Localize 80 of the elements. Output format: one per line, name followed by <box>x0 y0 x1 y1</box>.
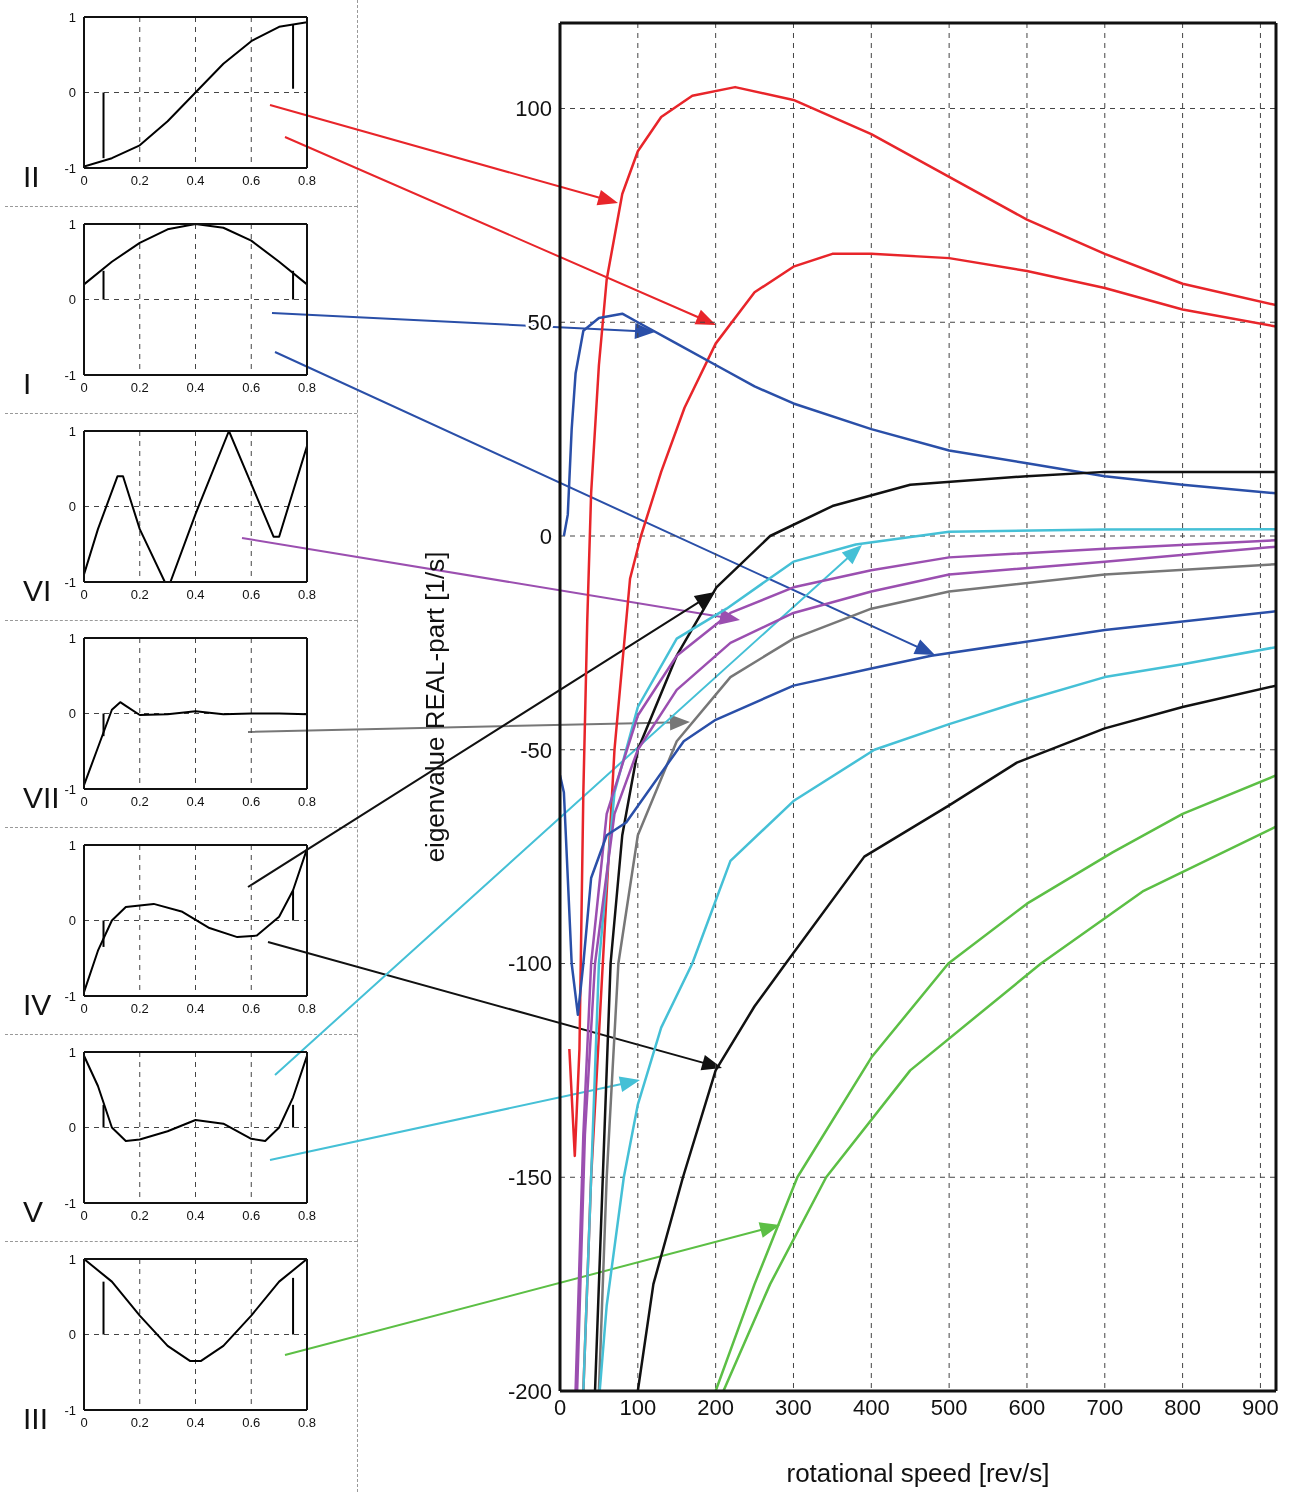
x-axis-title: rotational speed [rev/s] <box>786 1458 1050 1488</box>
x-tick-label: 0.4 <box>186 794 205 810</box>
y-tick-label: -1 <box>64 574 76 590</box>
x-tick-label: 900 <box>1242 1394 1279 1420</box>
y-tick-label: 0 <box>68 1120 76 1136</box>
x-tick-label: 0.4 <box>186 380 205 396</box>
x-tick-label: 0.8 <box>297 1001 317 1017</box>
y-tick-label: 0 <box>68 1327 76 1343</box>
y-tick-label: 0 <box>68 913 76 929</box>
text: II <box>23 160 40 194</box>
y-tick-label: 0 <box>539 523 552 549</box>
text: I <box>23 367 32 401</box>
x-tick-label: 0.8 <box>297 173 317 189</box>
x-tick-label: 0 <box>80 587 88 603</box>
y-tick-label: -50 <box>520 737 552 763</box>
x-tick-label: 0.2 <box>130 380 149 396</box>
text: VII <box>23 781 60 815</box>
text: IV <box>23 988 52 1022</box>
x-tick-label: 0.2 <box>130 794 149 810</box>
x-tick-label: 0.6 <box>242 173 261 189</box>
x-tick-label: 0.4 <box>186 173 205 189</box>
x-tick-label: 0.4 <box>186 1415 205 1431</box>
y-tick-label: 0 <box>68 706 76 722</box>
x-tick-label: 0.8 <box>297 794 317 810</box>
x-tick-label: 0.8 <box>297 1415 317 1431</box>
y-tick-label: 1 <box>68 630 76 646</box>
x-tick-label: 0 <box>80 1208 88 1224</box>
y-tick-label: 1 <box>68 9 76 25</box>
x-tick-label: 0 <box>80 1415 88 1431</box>
y-tick-label: -100 <box>507 951 552 977</box>
y-tick-label: 1 <box>68 423 76 439</box>
x-tick-label: 200 <box>697 1394 735 1420</box>
y-tick-label: 1 <box>68 1251 76 1267</box>
x-tick-label: 0.6 <box>242 1415 261 1431</box>
y-tick-label: 0 <box>68 85 76 101</box>
x-tick-label: 0.8 <box>297 587 317 603</box>
x-tick-label: 0 <box>80 380 88 396</box>
y-tick-label: 1 <box>68 837 76 853</box>
x-tick-label: 0 <box>80 794 88 810</box>
y-axis-title: eigenvalue REAL-part [1/s] <box>420 551 451 863</box>
y-tick-label: -1 <box>64 1402 76 1418</box>
y-tick-label: -1 <box>64 781 76 797</box>
x-tick-label: 800 <box>1164 1394 1201 1420</box>
y-tick-label: -1 <box>64 367 76 383</box>
x-tick-label: 0.6 <box>242 587 261 603</box>
x-tick-label: 300 <box>775 1394 812 1420</box>
x-tick-label: 0.2 <box>130 1208 149 1224</box>
x-tick-label: 0 <box>80 173 88 189</box>
y-tick-label: 100 <box>515 96 552 122</box>
text: V <box>23 1195 44 1229</box>
x-tick-label: 0.6 <box>242 1001 261 1017</box>
y-tick-label: -150 <box>507 1165 552 1191</box>
x-tick-label: 0 <box>80 1001 88 1017</box>
x-tick-label: 0.4 <box>186 1001 205 1017</box>
x-tick-label: 700 <box>1086 1394 1124 1420</box>
x-tick-label: 400 <box>852 1394 890 1420</box>
y-tick-label: 0 <box>68 499 76 515</box>
x-tick-label: 0.2 <box>130 587 149 603</box>
x-tick-label: 0.8 <box>297 1208 317 1224</box>
text: VI <box>23 574 52 608</box>
y-tick-label: 0 <box>68 292 76 308</box>
x-tick-label: 0.6 <box>242 380 261 396</box>
y-tick-label: 1 <box>68 1044 76 1060</box>
x-tick-label: 0.2 <box>130 1415 149 1431</box>
x-tick-label: 100 <box>619 1394 657 1420</box>
y-tick-label: -1 <box>64 1195 76 1211</box>
text: III <box>23 1402 49 1436</box>
x-tick-label: 600 <box>1008 1394 1046 1420</box>
x-tick-label: 0.2 <box>130 1001 149 1017</box>
y-tick-label: -1 <box>64 988 76 1004</box>
x-tick-label: 500 <box>930 1394 968 1420</box>
y-tick-label: -1 <box>64 160 76 176</box>
x-tick-label: 0.4 <box>186 1208 205 1224</box>
x-tick-label: 0.2 <box>130 173 149 189</box>
x-tick-label: 0.8 <box>297 380 317 396</box>
x-tick-label: 0.4 <box>186 587 205 603</box>
y-tick-label: -200 <box>507 1378 552 1404</box>
x-tick-label: 0.6 <box>242 794 261 810</box>
y-tick-label: 1 <box>68 216 76 232</box>
x-tick-label: 0.6 <box>242 1208 261 1224</box>
